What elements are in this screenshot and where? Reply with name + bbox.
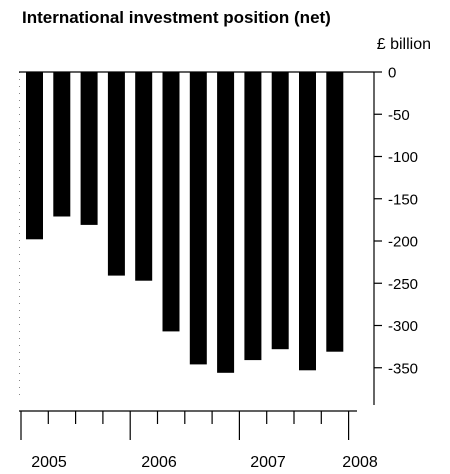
x-year-label: 2006 (141, 454, 177, 471)
y-tick-label: -100 (388, 149, 418, 166)
y-tick-label: -150 (388, 191, 418, 208)
x-year-label: 2008 (342, 454, 378, 471)
bar-5 (135, 72, 153, 281)
bar-2 (53, 72, 71, 217)
y-tick-label: -250 (388, 276, 418, 293)
bar-11 (299, 72, 316, 371)
bar-6 (162, 72, 180, 332)
bar-12 (326, 72, 344, 352)
y-tick-label: -300 (388, 318, 418, 335)
y-tick-label: -350 (388, 360, 418, 377)
bar-1 (26, 72, 43, 240)
bar-4 (107, 72, 125, 276)
bar-9 (244, 72, 262, 361)
bar-8 (217, 72, 235, 373)
y-tick-label: -200 (388, 234, 418, 251)
chart-title: International investment position (net) (22, 8, 331, 27)
x-year-label: 2005 (31, 454, 67, 471)
y-tick-label: 0 (388, 65, 396, 82)
y-axis-unit-label: £ billion (376, 36, 431, 53)
x-year-label: 2007 (250, 454, 286, 471)
y-tick-label: -50 (388, 107, 410, 124)
bar-3 (80, 72, 98, 225)
bar-10 (271, 72, 289, 350)
bar-7 (189, 72, 207, 365)
